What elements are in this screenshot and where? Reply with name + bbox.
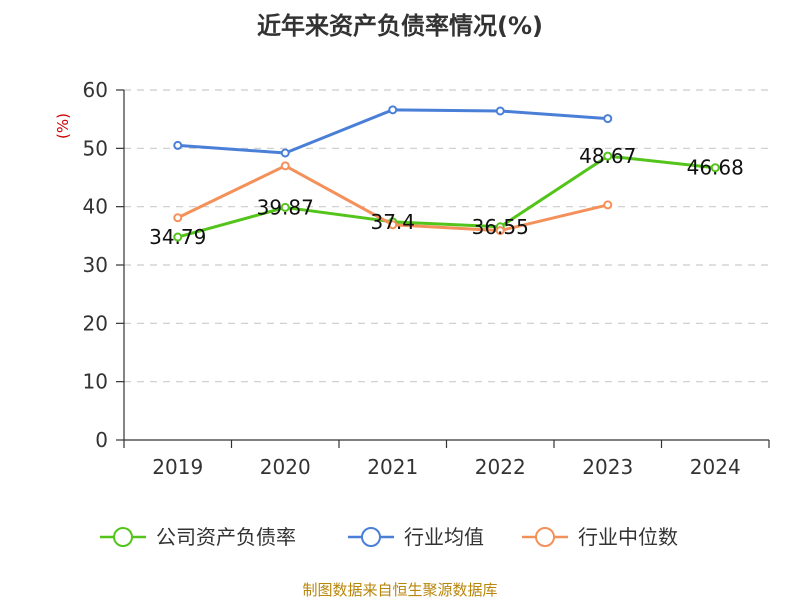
x-tick-label: 2020 <box>260 455 311 479</box>
grid-lines <box>124 89 769 383</box>
legend-swatch-marker <box>535 527 555 547</box>
data-label: 39.87 <box>257 195 314 219</box>
y-tick-label: 0 <box>95 428 108 452</box>
series-line-0 <box>177 154 716 239</box>
data-point <box>173 140 183 150</box>
data-label: 34.79 <box>149 225 206 249</box>
data-point <box>603 200 613 210</box>
y-tick-label: 20 <box>83 311 108 335</box>
data-labels: 34.79 39.87 37.4 36.55 48.67 46.68 <box>149 144 744 249</box>
data-point <box>495 226 505 236</box>
data-point <box>280 148 290 158</box>
data-point <box>710 163 720 173</box>
series-line-1 <box>177 108 608 155</box>
data-point <box>173 232 183 242</box>
axes: 0 10 20 30 40 50 60 2019 2020 2021 2022 2023 2024 <box>83 78 770 479</box>
data-label: 37.4 <box>370 210 415 234</box>
data-point <box>388 220 398 230</box>
legend-item-2[interactable]: 行业中位数 <box>522 525 678 549</box>
data-label: 36.55 <box>472 215 529 239</box>
data-point <box>495 106 505 116</box>
legend-item-0[interactable]: 公司资产负债率 <box>100 525 296 549</box>
legend-swatch-marker <box>361 527 381 547</box>
legend-swatch-marker <box>113 527 133 547</box>
legend-label: 公司资产负债率 <box>156 525 296 549</box>
y-tick-label: 40 <box>83 195 108 219</box>
x-tick-label: 2023 <box>582 455 633 479</box>
legend-label: 行业中位数 <box>578 525 678 549</box>
series-lines <box>173 105 720 242</box>
data-point <box>280 202 290 212</box>
data-point <box>603 151 613 161</box>
data-label: 46.68 <box>687 156 744 180</box>
data-point <box>388 105 398 115</box>
data-point <box>173 213 183 223</box>
y-axis-unit-label: (%) <box>54 113 72 139</box>
y-tick-label: 10 <box>83 370 108 394</box>
y-tick-label: 30 <box>83 253 108 277</box>
chart-title: 近年来资产负债率情况(%) <box>257 12 543 40</box>
y-tick-label: 50 <box>83 136 108 160</box>
legend: 公司资产负债率 行业均值 行业中位数 <box>100 525 678 549</box>
x-tick-label: 2021 <box>367 455 418 479</box>
data-label: 48.67 <box>579 144 636 168</box>
data-point <box>280 161 290 171</box>
x-tick-label: 2022 <box>475 455 526 479</box>
legend-label: 行业均值 <box>404 525 484 549</box>
x-tick-label: 2024 <box>690 455 741 479</box>
legend-item-1[interactable]: 行业均值 <box>348 525 484 549</box>
x-tick-label: 2019 <box>152 455 203 479</box>
data-point <box>603 114 613 124</box>
data-source-note: 制图数据来自恒生聚源数据库 <box>302 581 497 599</box>
y-tick-label: 60 <box>83 78 108 102</box>
